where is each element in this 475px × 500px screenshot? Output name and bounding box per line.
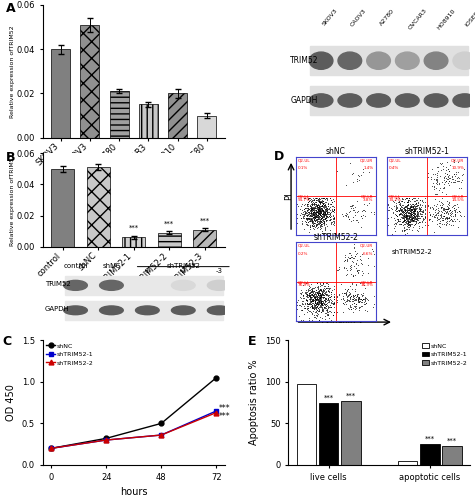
Text: ***: ***	[323, 395, 334, 401]
Bar	[310, 86, 468, 115]
Bar	[198, 116, 217, 138]
Text: C: C	[3, 335, 12, 348]
Y-axis label: OD 450: OD 450	[7, 384, 17, 421]
shNC	[103, 436, 109, 442]
shTRIM52-2	[48, 446, 54, 452]
Ellipse shape	[309, 52, 333, 70]
Ellipse shape	[64, 306, 87, 314]
Text: shTRIM52: shTRIM52	[166, 263, 200, 269]
Ellipse shape	[100, 280, 123, 290]
Text: D: D	[274, 150, 284, 162]
Y-axis label: Relative expression ofTRIM52: Relative expression ofTRIM52	[10, 25, 15, 118]
Text: ***: ***	[346, 392, 356, 398]
Ellipse shape	[135, 280, 159, 290]
Ellipse shape	[367, 94, 390, 107]
X-axis label: hours: hours	[120, 487, 147, 497]
Bar	[51, 168, 74, 247]
Y-axis label: Apoptosis ratio %: Apoptosis ratio %	[249, 360, 259, 446]
Text: shTRIM52-2: shTRIM52-2	[392, 249, 433, 255]
Ellipse shape	[338, 94, 361, 107]
Text: OVCAR3: OVCAR3	[407, 8, 428, 31]
Bar	[65, 301, 223, 320]
Text: -2: -2	[180, 268, 187, 274]
Text: ***: ***	[164, 220, 174, 226]
shNC	[214, 374, 219, 380]
Bar	[193, 230, 217, 247]
Bar	[168, 94, 187, 138]
Text: shNC: shNC	[102, 263, 121, 269]
Ellipse shape	[100, 306, 123, 314]
Ellipse shape	[135, 306, 159, 314]
Bar	[296, 384, 316, 465]
Bar	[398, 461, 418, 465]
Text: PI: PI	[284, 192, 293, 200]
Ellipse shape	[309, 94, 333, 107]
Bar	[51, 49, 70, 138]
Text: CAOV3: CAOV3	[350, 8, 368, 28]
Y-axis label: Relative expression ofTRIM52: Relative expression ofTRIM52	[10, 154, 15, 246]
Text: GAPDH: GAPDH	[290, 96, 317, 105]
Text: TRIM52: TRIM52	[45, 281, 70, 287]
shTRIM52-1	[103, 437, 109, 443]
Text: TRIM52: TRIM52	[290, 56, 319, 65]
Text: ***: ***	[425, 436, 435, 442]
Legend: shNC, shTRIM52-1, shTRIM52-2: shNC, shTRIM52-1, shTRIM52-2	[46, 344, 94, 365]
Text: GAPDH: GAPDH	[45, 306, 69, 312]
Ellipse shape	[64, 280, 87, 290]
shTRIM52-2	[214, 410, 219, 416]
Ellipse shape	[396, 94, 419, 107]
Bar	[139, 104, 158, 138]
Ellipse shape	[424, 94, 448, 107]
Ellipse shape	[171, 306, 195, 314]
shNC	[159, 420, 164, 426]
Bar	[341, 401, 361, 465]
Text: ***: ***	[129, 225, 139, 231]
Text: HO8910: HO8910	[436, 8, 456, 30]
Bar	[158, 232, 181, 247]
Text: A2780: A2780	[379, 8, 395, 26]
Text: ***: ***	[447, 438, 457, 444]
Bar	[420, 444, 440, 465]
shTRIM52-2	[159, 432, 164, 438]
Ellipse shape	[171, 280, 195, 290]
Text: -3: -3	[216, 268, 223, 274]
Bar	[110, 91, 129, 138]
Ellipse shape	[367, 52, 390, 70]
Text: ***: ***	[218, 412, 230, 421]
Text: SKOV3: SKOV3	[321, 8, 338, 27]
Text: B: B	[6, 152, 16, 164]
shTRIM52-1	[214, 408, 219, 414]
Text: -1: -1	[144, 268, 151, 274]
Bar	[65, 276, 223, 294]
Ellipse shape	[453, 94, 475, 107]
Text: IOSE80: IOSE80	[465, 8, 475, 28]
Ellipse shape	[208, 280, 231, 290]
Line: shNC: shNC	[48, 375, 219, 451]
Bar	[86, 167, 110, 247]
Text: ***: ***	[218, 404, 230, 413]
Ellipse shape	[453, 52, 475, 70]
Line: shTRIM52-2: shTRIM52-2	[48, 410, 219, 451]
Text: control: control	[63, 263, 88, 269]
Line: shTRIM52-1: shTRIM52-1	[48, 408, 219, 451]
Ellipse shape	[208, 306, 231, 314]
Ellipse shape	[424, 52, 448, 70]
Bar	[122, 238, 145, 247]
shTRIM52-1	[48, 446, 54, 452]
Bar	[310, 46, 468, 76]
shNC	[48, 446, 54, 452]
Text: E: E	[248, 335, 257, 348]
shTRIM52-2	[103, 437, 109, 443]
Text: ***: ***	[200, 218, 210, 224]
Bar	[80, 25, 99, 138]
Text: A: A	[6, 2, 16, 16]
Bar	[319, 404, 339, 465]
Text: Annexin-V: Annexin-V	[322, 316, 364, 324]
Bar	[442, 446, 462, 465]
Legend: shNC, shTRIM52-1, shTRIM52-2: shNC, shTRIM52-1, shTRIM52-2	[420, 341, 470, 368]
Ellipse shape	[338, 52, 361, 70]
shTRIM52-1	[159, 432, 164, 438]
Ellipse shape	[396, 52, 419, 70]
